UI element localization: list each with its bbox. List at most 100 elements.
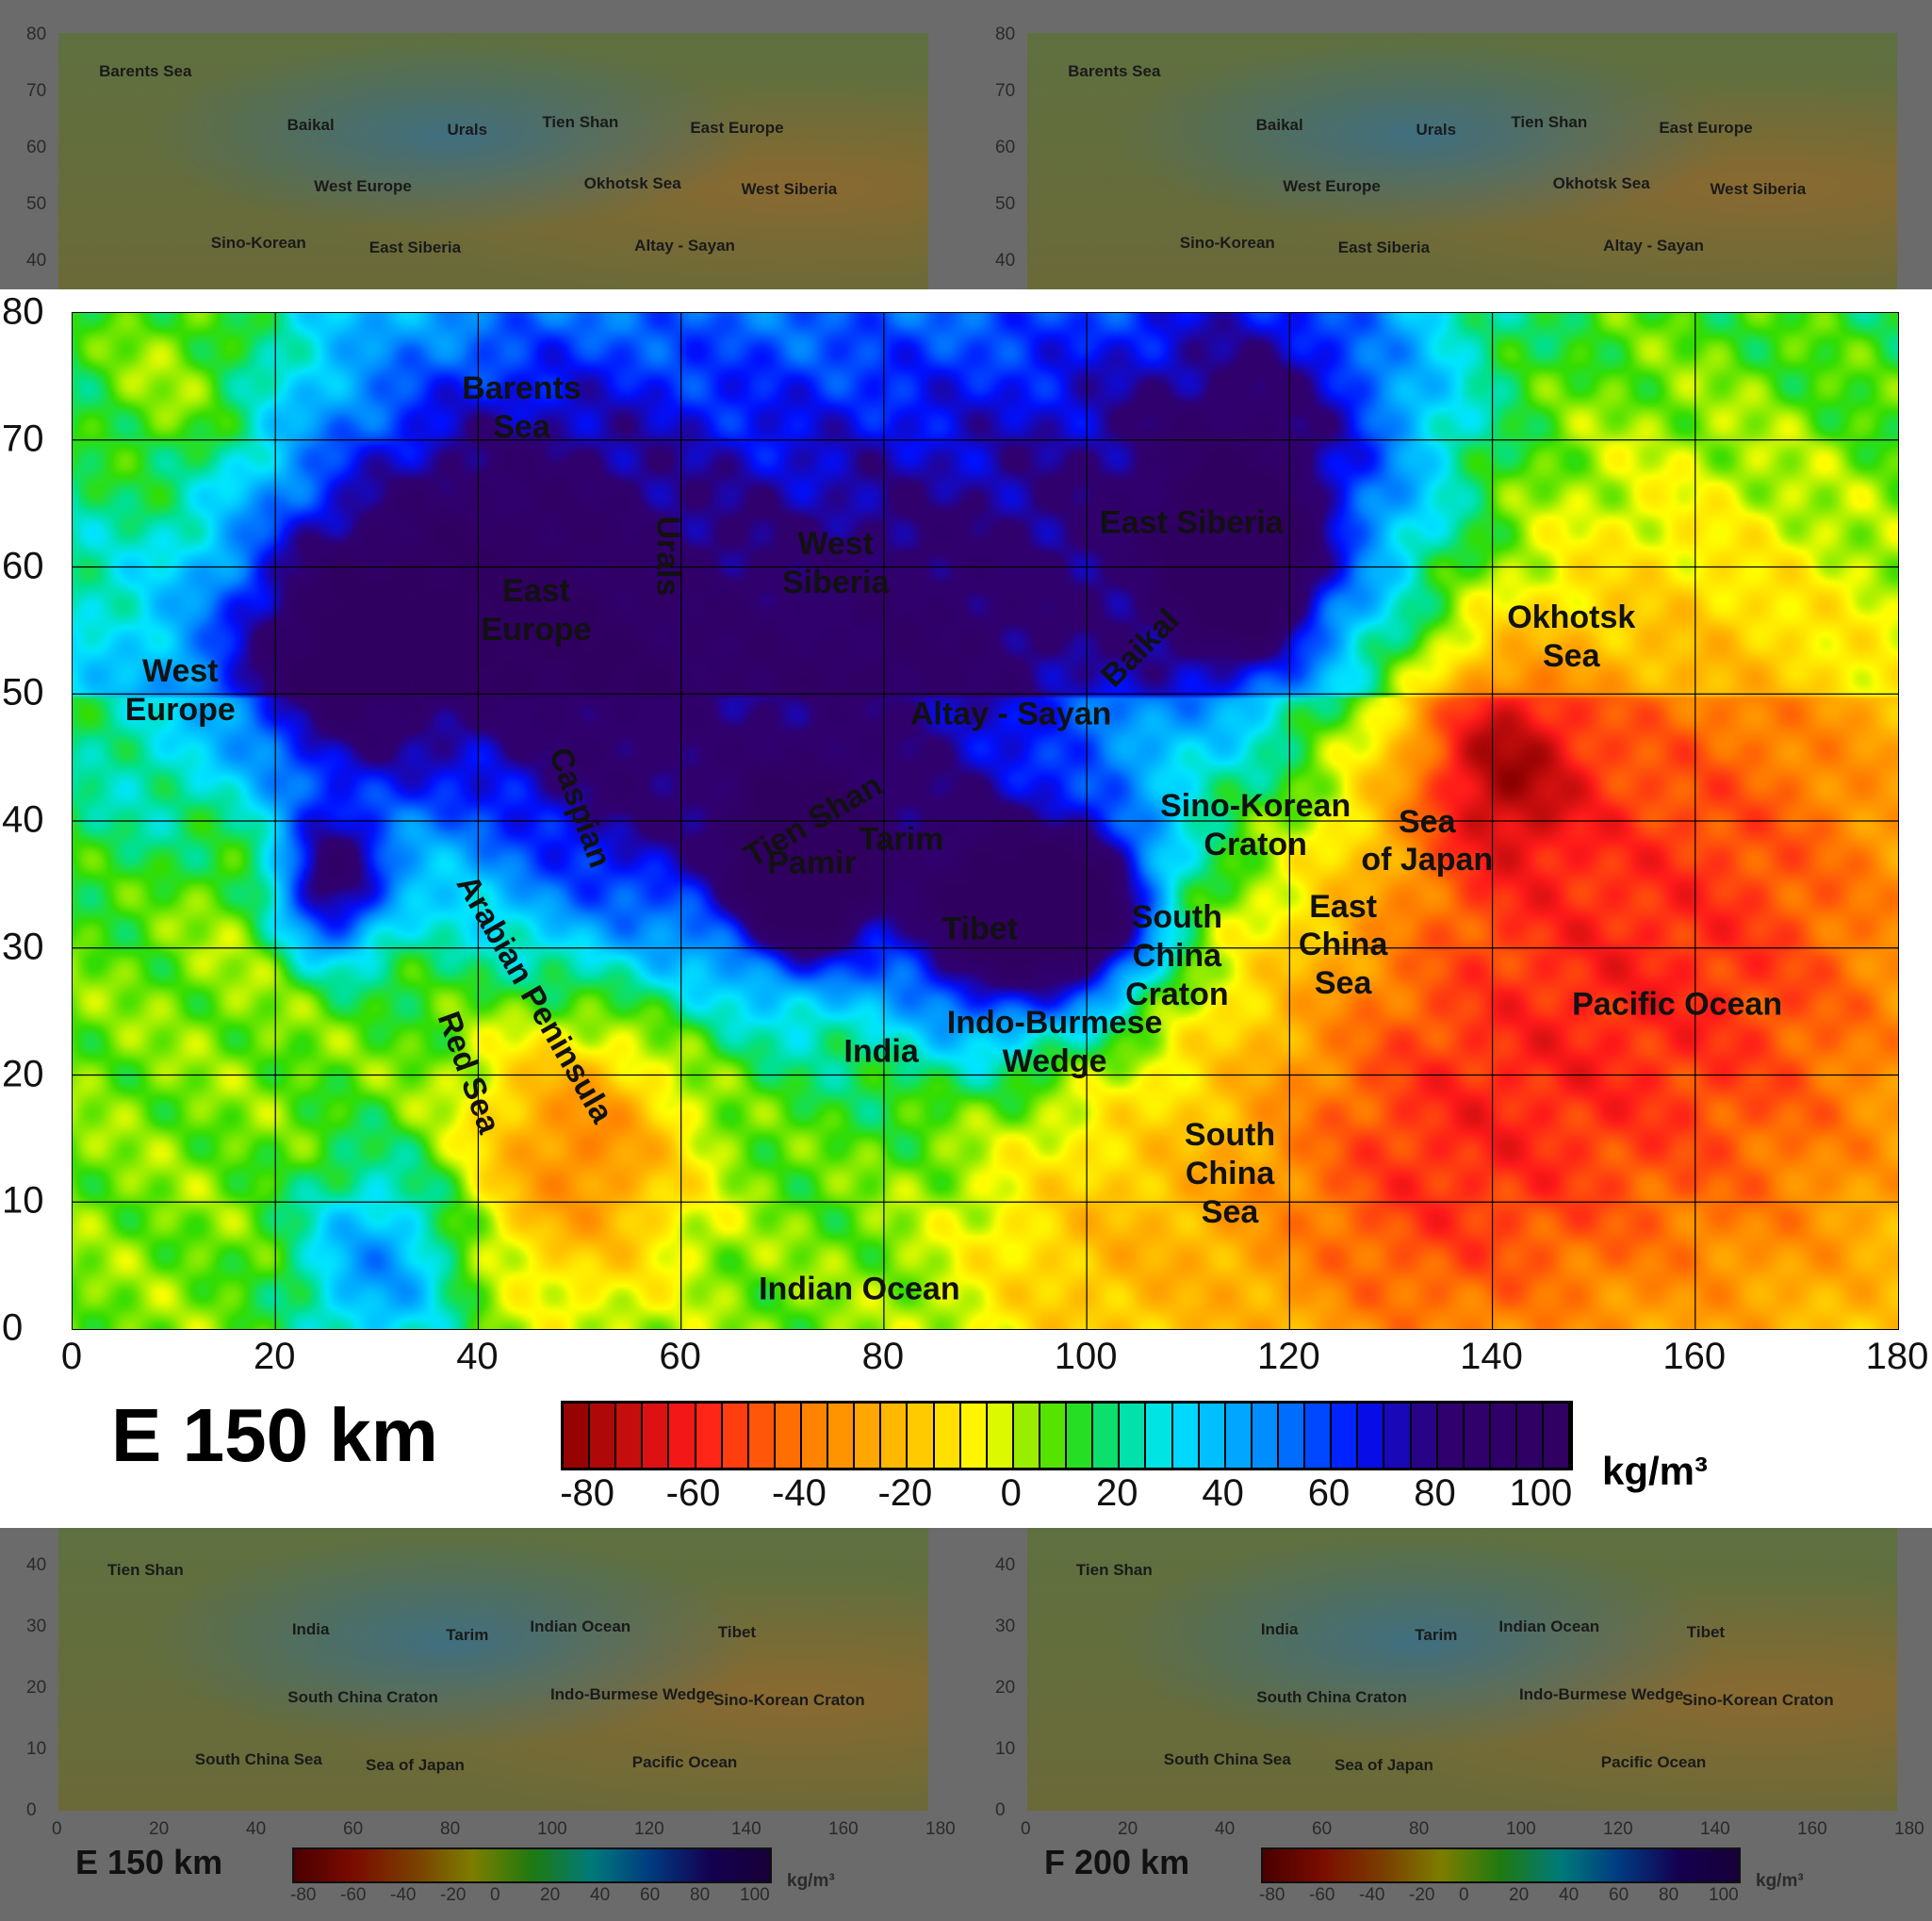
background-region-label: Baikal <box>1255 115 1303 134</box>
background-colorbar-tick: -60 <box>1309 1885 1335 1905</box>
region-label: Urals <box>649 516 686 597</box>
x-tick-label: 100 <box>1054 1336 1118 1377</box>
background-region-label: Tien Shan <box>1075 1561 1153 1580</box>
grid-lines <box>73 313 1898 1329</box>
background-region-label: East Europe <box>1659 118 1753 137</box>
colorbar-segment <box>1516 1404 1545 1468</box>
colorbar-tick-label: 40 <box>1202 1472 1244 1514</box>
colorbar-segment <box>1146 1404 1173 1468</box>
colorbar-tick-label: 100 <box>1509 1472 1573 1514</box>
region-label: India <box>843 1033 919 1070</box>
region-label: Altay - Sayan <box>909 696 1112 732</box>
background-colorbar-tick: -80 <box>1259 1885 1285 1905</box>
background-region-label: South China Craton <box>1256 1688 1407 1707</box>
background-region-label: Sino-Korean <box>210 234 306 253</box>
background-x-tick: 140 <box>1700 1819 1730 1839</box>
region-label: Sea of Japan <box>1361 803 1494 878</box>
background-y-tick: 40 <box>995 251 1016 271</box>
main-figure-panel: Barents Sea East Siberia Urals West Siberia… <box>0 289 1932 1528</box>
background-panel-title: E 150 km <box>75 1843 223 1881</box>
background-x-tick: 160 <box>828 1819 859 1839</box>
y-tick-label: 10 <box>2 1179 44 1222</box>
y-tick-label: 0 <box>2 1306 24 1349</box>
y-tick-label: 80 <box>2 290 44 333</box>
colorbar-segment <box>669 1404 696 1468</box>
background-region-label: East Europe <box>690 118 784 137</box>
x-tick-label: 120 <box>1256 1336 1320 1377</box>
background-colorbar-tick: -60 <box>340 1885 367 1905</box>
background-region-label: Tien Shan <box>1511 113 1588 132</box>
background-region-label: Tarim <box>446 1626 489 1645</box>
x-tick-label: 20 <box>253 1336 296 1377</box>
colorbar-segment <box>696 1404 723 1468</box>
background-region-label: Indo-Burmese Wedge <box>1518 1685 1684 1704</box>
background-x-tick: 20 <box>1118 1819 1138 1839</box>
region-label: Indo-Burmese Wedge <box>946 1005 1163 1079</box>
colorbar-tick-label: 60 <box>1307 1472 1351 1514</box>
colorbar-unit: kg/m³ <box>1602 1449 1709 1493</box>
background-region-label: India <box>291 1620 330 1639</box>
background-x-tick: 60 <box>343 1819 364 1839</box>
region-label: Pacific Ocean <box>1572 986 1783 1023</box>
background-y-tick: 20 <box>995 1678 1016 1698</box>
background-x-tick: 160 <box>1797 1819 1827 1839</box>
background-y-tick: 60 <box>995 138 1016 157</box>
background-y-tick: 0 <box>995 1800 1006 1820</box>
background-region-label: Tien Shan <box>542 113 619 132</box>
background-x-tick: 100 <box>537 1819 567 1839</box>
colorbar-segment <box>1093 1404 1121 1468</box>
background-region-label: South China Sea <box>194 1750 322 1769</box>
background-x-tick: 20 <box>149 1819 170 1839</box>
background-colorbar-tick: 40 <box>1559 1885 1580 1905</box>
colorbar-segment <box>934 1404 961 1468</box>
background-region-label: Pacific Ocean <box>631 1753 738 1772</box>
background-y-tick: 30 <box>995 1617 1016 1636</box>
region-label: South China Sea <box>1184 1116 1276 1230</box>
colorbar-segment <box>564 1404 591 1468</box>
colorbar-segment <box>1278 1404 1306 1468</box>
y-tick-label: 40 <box>2 798 44 841</box>
x-tick-label: 140 <box>1460 1336 1523 1377</box>
background-y-tick: 50 <box>26 194 47 214</box>
background-x-tick: 120 <box>634 1819 664 1839</box>
background-map-panel: Tien Shan Tarim Sino-Korean Craton Sea of J… <box>1027 1528 1897 1811</box>
background-colorbar-tick: -40 <box>390 1885 417 1905</box>
colorbar-segment <box>643 1404 670 1468</box>
colorbar-segment <box>616 1404 644 1468</box>
colorbar-segment <box>590 1404 617 1468</box>
background-region-label: Pacific Ocean <box>1600 1753 1707 1772</box>
colorbar-tick-label: -40 <box>772 1472 827 1514</box>
background-colorbar-tick: 40 <box>590 1885 611 1905</box>
region-label: East Siberia <box>1100 504 1284 541</box>
background-x-tick: 0 <box>52 1819 62 1839</box>
colorbar-segment <box>855 1404 882 1468</box>
background-y-tick: 10 <box>995 1739 1016 1759</box>
background-y-tick: 10 <box>26 1739 47 1759</box>
colorbar-segment <box>1013 1404 1040 1468</box>
background-region-label: West Siberia <box>1710 179 1807 198</box>
region-label: Tarim <box>859 822 944 859</box>
background-region-label: Sino-Korean Craton <box>1682 1691 1834 1710</box>
colorbar-tick-label: -60 <box>665 1472 721 1514</box>
background-region-label: Sino-Korean Craton <box>713 1691 865 1710</box>
colorbar-segment <box>1384 1404 1412 1468</box>
colorbar-segment <box>1411 1404 1438 1468</box>
y-tick-label: 20 <box>2 1053 44 1094</box>
background-region-label: West Europe <box>1283 177 1381 196</box>
colorbar-segment <box>881 1404 909 1468</box>
background-region-label: Barents Sea <box>1068 61 1161 80</box>
colorbar-segment <box>1305 1404 1333 1468</box>
colorbar-tick-label: 20 <box>1095 1472 1138 1514</box>
background-y-tick: 40 <box>26 1555 47 1575</box>
colorbar-segment <box>1172 1404 1200 1468</box>
background-y-tick: 20 <box>26 1678 47 1698</box>
colorbar-segment <box>775 1404 802 1468</box>
background-x-tick: 60 <box>1312 1819 1333 1839</box>
background-unit: kg/m³ <box>787 1871 835 1891</box>
colorbar-tick-label: 80 <box>1414 1472 1456 1514</box>
colorbar-segment <box>987 1404 1014 1468</box>
background-colorbar-tick: 80 <box>1659 1885 1679 1905</box>
background-map-panel: Tien Shan Tarim Sino-Korean Craton Sea of J… <box>58 1528 928 1811</box>
background-x-tick: 120 <box>1603 1819 1633 1839</box>
region-label: South China Craton <box>1125 899 1229 1012</box>
